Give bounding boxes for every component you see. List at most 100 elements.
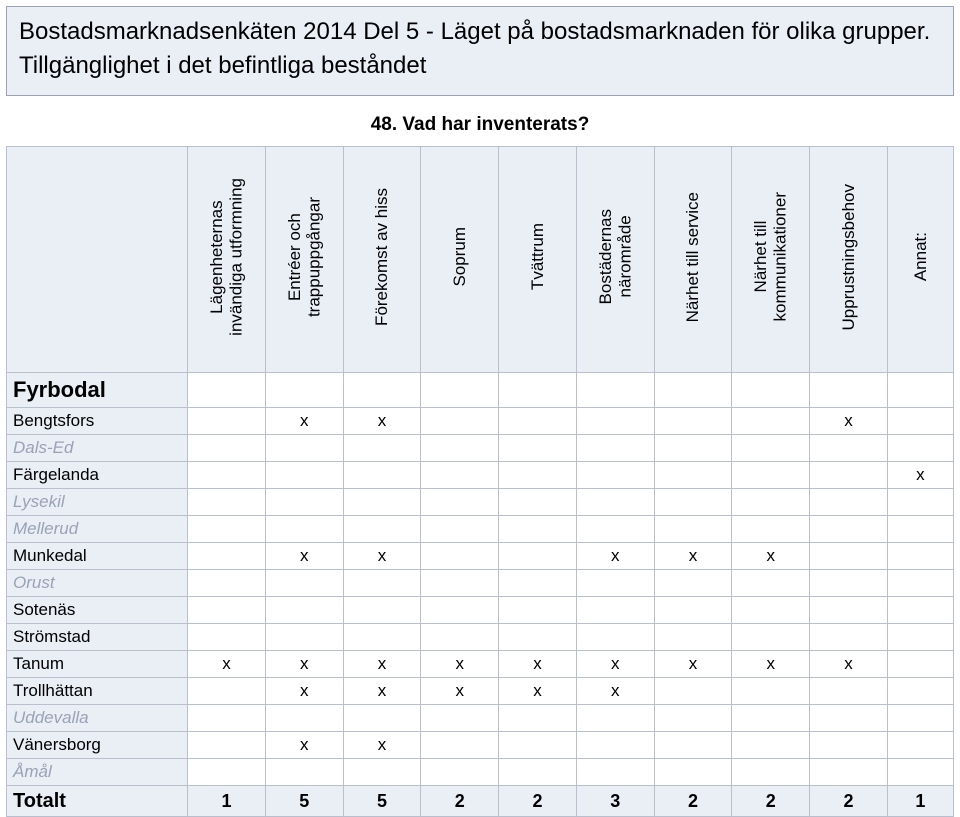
cell bbox=[732, 624, 810, 651]
cell bbox=[576, 408, 654, 435]
cell bbox=[188, 597, 266, 624]
col-header: Förekomst av hiss bbox=[343, 147, 421, 373]
cell bbox=[887, 543, 953, 570]
total-label: Totalt bbox=[7, 786, 188, 817]
cell: x bbox=[343, 651, 421, 678]
cell: x bbox=[265, 408, 343, 435]
table-row: Strömstad bbox=[7, 624, 954, 651]
cell bbox=[343, 597, 421, 624]
cell: x bbox=[576, 678, 654, 705]
title-line1: Bostadsmarknadsenkäten 2014 Del 5 - Läge… bbox=[19, 17, 941, 47]
cell bbox=[188, 435, 266, 462]
header-blank bbox=[7, 147, 188, 373]
cell: x bbox=[810, 651, 888, 678]
cell bbox=[343, 570, 421, 597]
col-header-label: Tvättrum bbox=[528, 223, 548, 290]
cell bbox=[810, 705, 888, 732]
cell bbox=[421, 489, 499, 516]
region-row: Fyrbodal bbox=[7, 373, 954, 408]
cell bbox=[343, 705, 421, 732]
cell bbox=[421, 759, 499, 786]
cell bbox=[421, 570, 499, 597]
col-header-label: Upprustningsbehov bbox=[839, 184, 859, 330]
cell bbox=[265, 435, 343, 462]
cell bbox=[576, 759, 654, 786]
cell bbox=[654, 489, 732, 516]
cell bbox=[576, 732, 654, 759]
cell bbox=[810, 543, 888, 570]
cell bbox=[421, 732, 499, 759]
total-cell: 1 bbox=[188, 786, 266, 817]
cell bbox=[499, 489, 577, 516]
col-header: Upprustningsbehov bbox=[810, 147, 888, 373]
cell bbox=[265, 570, 343, 597]
cell bbox=[887, 651, 953, 678]
total-cell: 5 bbox=[343, 786, 421, 817]
cell bbox=[499, 516, 577, 543]
col-header: Närhet till kommunikationer bbox=[732, 147, 810, 373]
region-label: Fyrbodal bbox=[7, 373, 188, 408]
cell bbox=[499, 435, 577, 462]
col-header: Lägenheternas invändiga utformning bbox=[188, 147, 266, 373]
row-label: Strömstad bbox=[7, 624, 188, 651]
cell: x bbox=[343, 543, 421, 570]
cell bbox=[265, 516, 343, 543]
cell bbox=[887, 678, 953, 705]
cell bbox=[810, 489, 888, 516]
cell bbox=[343, 489, 421, 516]
cell bbox=[732, 732, 810, 759]
table-row: Orust bbox=[7, 570, 954, 597]
cell bbox=[887, 624, 953, 651]
cell bbox=[654, 759, 732, 786]
cell: x bbox=[654, 651, 732, 678]
cell bbox=[576, 435, 654, 462]
cell: x bbox=[265, 543, 343, 570]
cell: x bbox=[499, 651, 577, 678]
table-row: Bengtsforsxxx bbox=[7, 408, 954, 435]
cell bbox=[887, 408, 953, 435]
cell bbox=[732, 462, 810, 489]
cell bbox=[343, 516, 421, 543]
cell: x bbox=[499, 678, 577, 705]
cell bbox=[499, 597, 577, 624]
table-row: Uddevalla bbox=[7, 705, 954, 732]
table-row: Åmål bbox=[7, 759, 954, 786]
cell bbox=[732, 408, 810, 435]
cell bbox=[887, 597, 953, 624]
cell bbox=[421, 624, 499, 651]
total-cell: 1 bbox=[887, 786, 953, 817]
cell bbox=[654, 462, 732, 489]
cell bbox=[654, 408, 732, 435]
cell bbox=[576, 597, 654, 624]
cell bbox=[654, 705, 732, 732]
row-label: Bengtsfors bbox=[7, 408, 188, 435]
cell bbox=[265, 597, 343, 624]
table-body: Fyrbodal BengtsforsxxxDals-EdFärgelandax… bbox=[7, 373, 954, 817]
cell: x bbox=[810, 408, 888, 435]
cell bbox=[654, 597, 732, 624]
cell bbox=[188, 462, 266, 489]
cell bbox=[810, 732, 888, 759]
cell bbox=[654, 678, 732, 705]
title-line2: Tillgänglighet i det befintliga bestånde… bbox=[19, 51, 941, 81]
cell bbox=[576, 570, 654, 597]
cell: x bbox=[654, 543, 732, 570]
cell: x bbox=[576, 543, 654, 570]
cell bbox=[188, 759, 266, 786]
cell bbox=[421, 462, 499, 489]
cell bbox=[810, 435, 888, 462]
table-row: Vänersborgxx bbox=[7, 732, 954, 759]
cell bbox=[732, 597, 810, 624]
cell bbox=[576, 489, 654, 516]
table-row: Sotenäs bbox=[7, 597, 954, 624]
cell: x bbox=[887, 462, 953, 489]
col-header-label: Entréer och trappuppgångar bbox=[285, 197, 324, 317]
cell bbox=[887, 732, 953, 759]
cell: x bbox=[732, 651, 810, 678]
cell bbox=[421, 408, 499, 435]
cell bbox=[188, 489, 266, 516]
cell bbox=[654, 516, 732, 543]
total-cell: 2 bbox=[654, 786, 732, 817]
cell bbox=[810, 597, 888, 624]
cell: x bbox=[732, 543, 810, 570]
